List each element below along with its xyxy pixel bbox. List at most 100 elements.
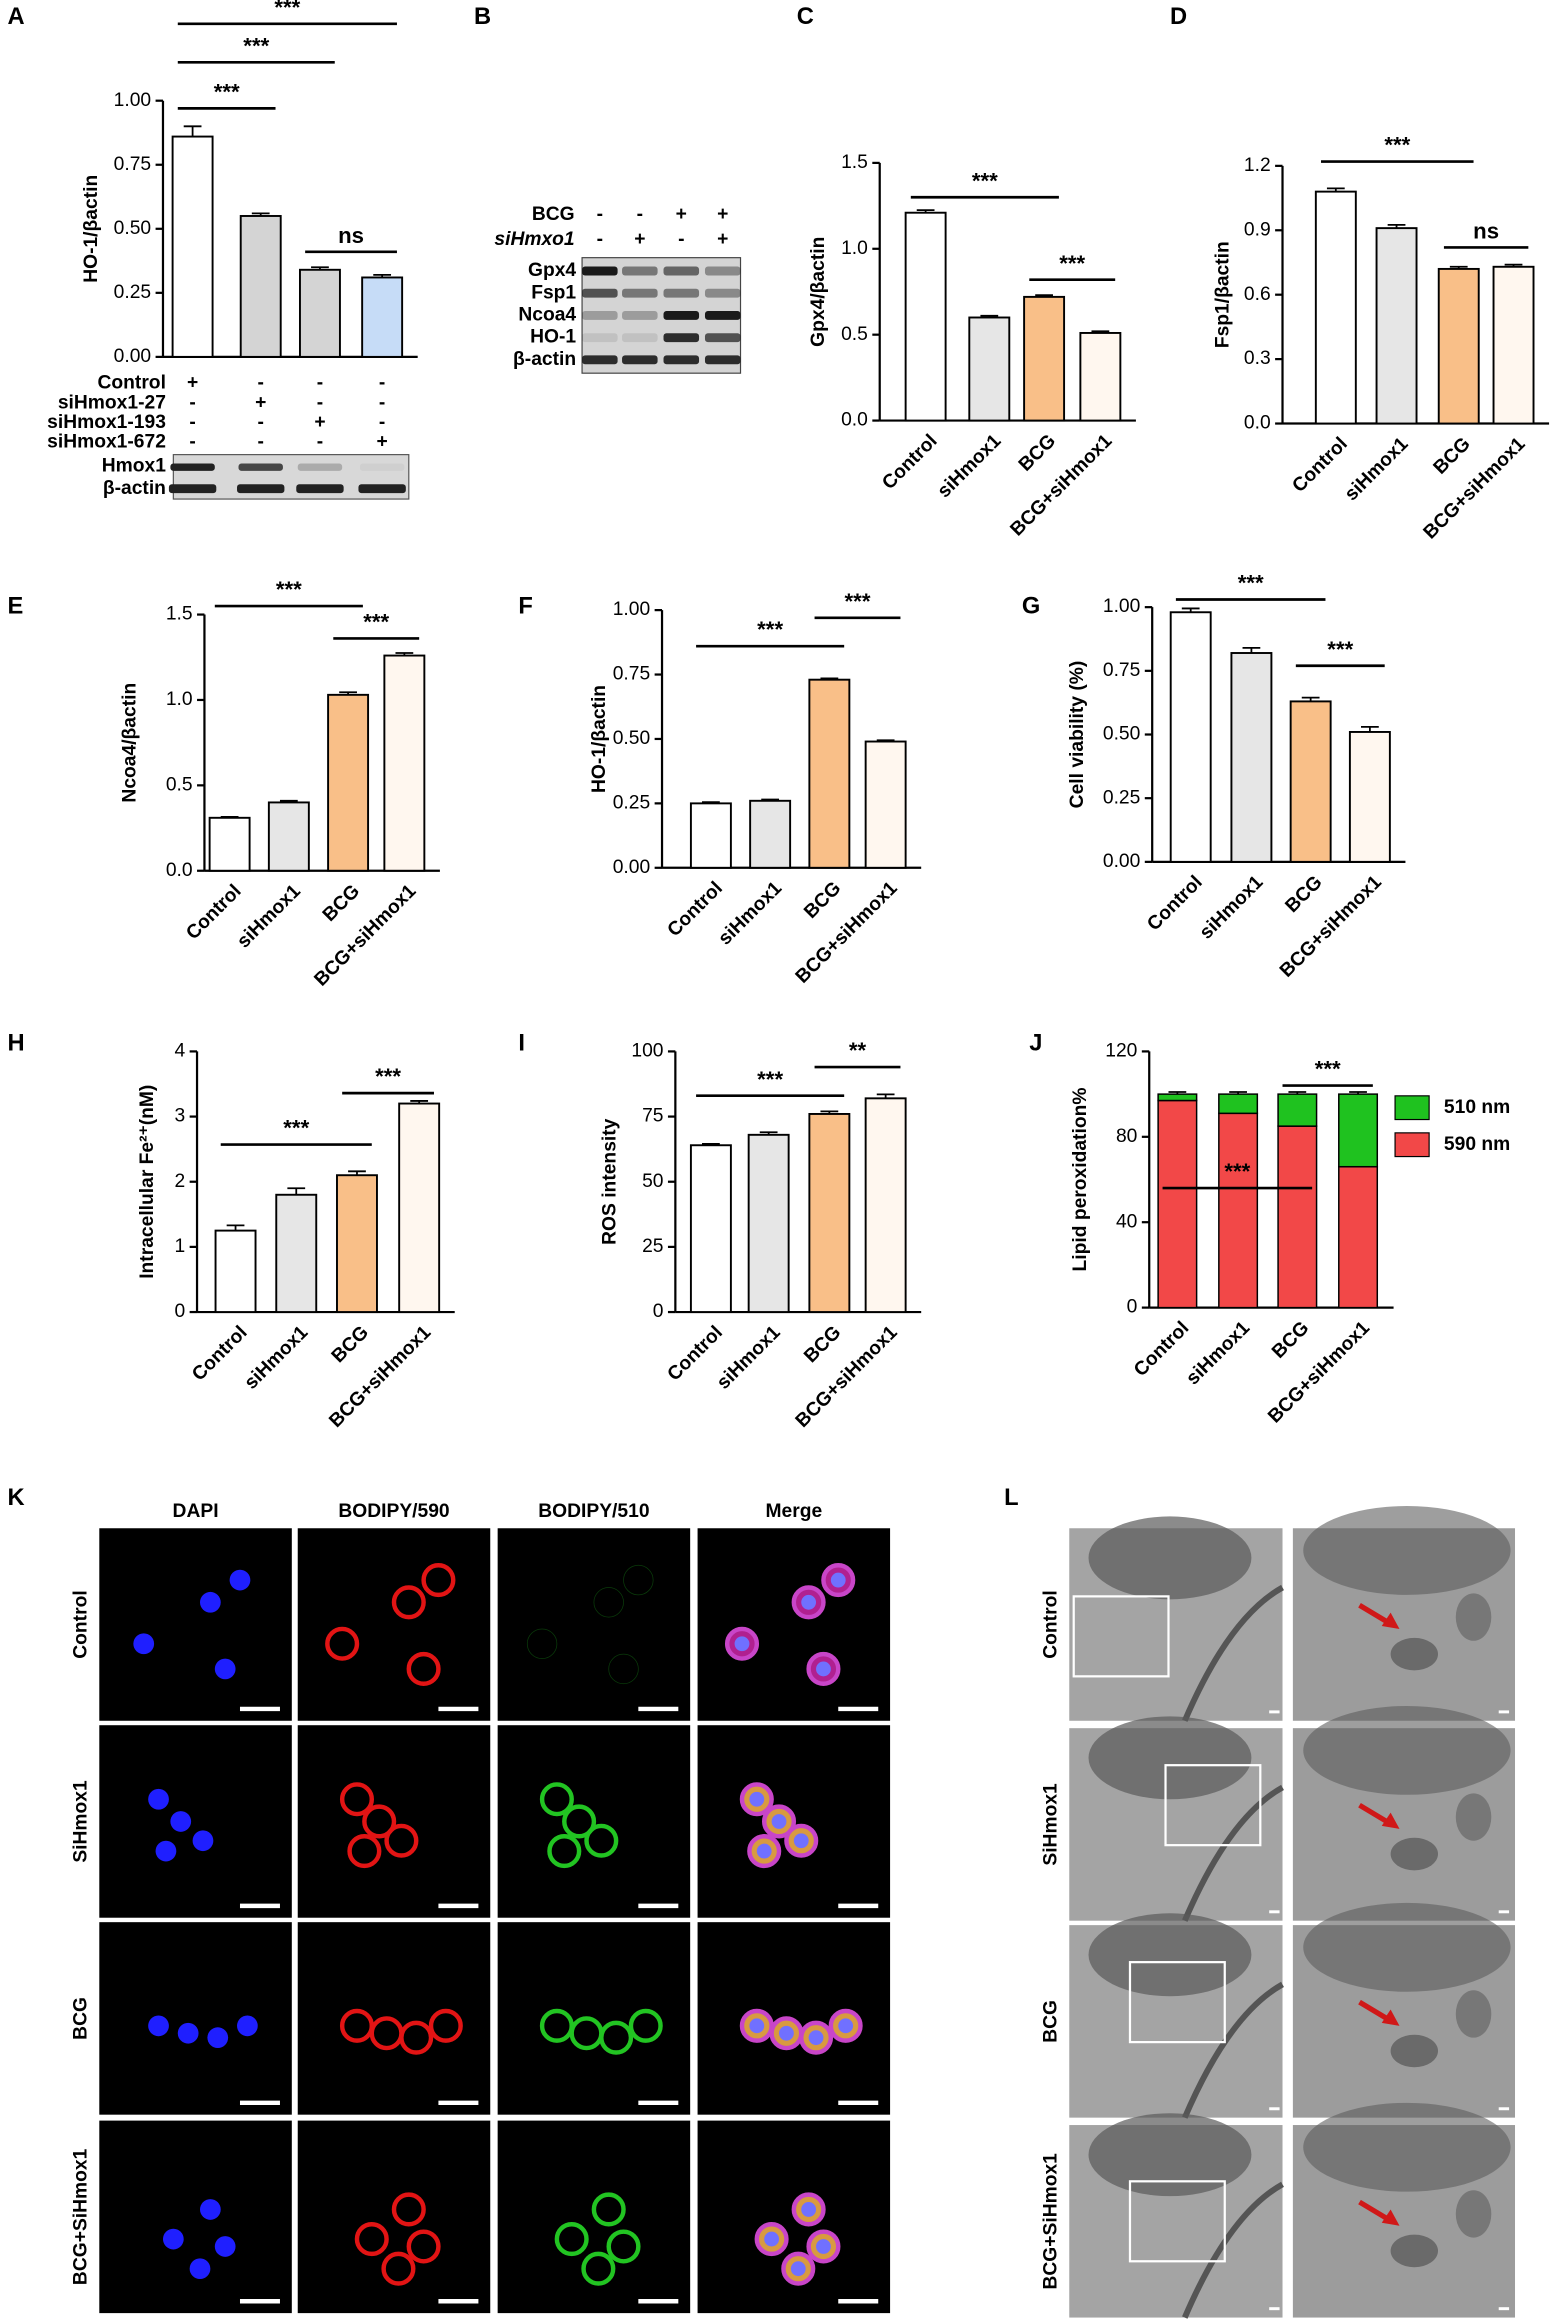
cell — [606, 2229, 641, 2264]
cell — [391, 2192, 426, 2227]
arrow — [1358, 1802, 1391, 1826]
panel-letter: G — [1022, 593, 1040, 619]
cell — [562, 1804, 597, 1839]
condition-sign: - — [597, 204, 603, 225]
x-tick-label: siHmox1 — [1183, 1317, 1255, 1389]
y-tick-label: 0.0 — [841, 410, 868, 431]
row-label: SiHmox1 — [1041, 1783, 1062, 1866]
x-tick-label: BCG+siHmox1 — [1420, 433, 1530, 543]
nucleus — [808, 2030, 824, 2046]
x-tick-label: Control — [878, 431, 941, 494]
y-tick-label: 0.3 — [1244, 348, 1271, 369]
bar — [689, 1144, 732, 1314]
y-tick-label: 0.75 — [613, 664, 650, 685]
x-tick-label: BCG — [800, 1322, 845, 1367]
column-header: BODIPY/510 — [538, 1501, 649, 1522]
significance-label: *** — [274, 0, 300, 20]
bar — [298, 268, 341, 358]
y-tick-label: 0.25 — [114, 282, 151, 303]
bar — [398, 1102, 441, 1314]
condition-sign: - — [317, 373, 323, 394]
panel-letter: E — [7, 593, 23, 619]
significance-label: *** — [1238, 571, 1264, 596]
row-label: Control — [71, 1590, 92, 1658]
y-tick-label: 1 — [174, 1236, 185, 1257]
significance-label: *** — [757, 617, 783, 642]
blot-band — [704, 288, 741, 298]
bar — [1023, 295, 1066, 422]
column-header: DAPI — [173, 1501, 219, 1522]
x-tick-label: siHmox1 — [241, 1322, 313, 1394]
cell — [584, 1823, 619, 1858]
cell — [325, 1626, 360, 1661]
bar-segment — [1277, 1125, 1318, 1309]
blot-band — [704, 333, 741, 343]
mitochondrion — [1455, 2190, 1492, 2238]
significance-label: *** — [243, 33, 269, 58]
mitochondrion — [1390, 2034, 1439, 2068]
panel-letter: F — [518, 593, 532, 619]
x-tick-label: siHmox1 — [233, 881, 305, 953]
condition-sign: - — [317, 432, 323, 453]
nucleus — [148, 2015, 169, 2037]
blot-band — [237, 484, 285, 494]
y-tick-label: 0.5 — [166, 774, 193, 795]
significance-label: *** — [845, 589, 871, 614]
y-tick-label: 4 — [174, 1040, 185, 1061]
condition-label: siHmox1-672 — [47, 432, 166, 453]
micrograph — [99, 1725, 292, 1918]
arrow-head — [1381, 1612, 1400, 1629]
bar-segment — [1218, 1093, 1259, 1115]
condition-sign: + — [634, 229, 645, 250]
nucleus — [192, 1830, 214, 1852]
nucleus — [756, 1843, 772, 1859]
nucleus — [1303, 2102, 1511, 2192]
bar-segment — [1157, 1093, 1198, 1102]
micrograph — [99, 1922, 292, 2115]
cell — [608, 1653, 639, 1685]
condition-sign: - — [317, 392, 323, 413]
blot-band — [358, 484, 406, 494]
significance-label: *** — [1059, 251, 1085, 276]
y-tick-label: 0.25 — [1103, 787, 1140, 808]
nucleus — [793, 1833, 809, 1849]
blot-band — [704, 266, 741, 276]
significance-label: *** — [757, 1067, 783, 1092]
micrograph — [297, 1528, 491, 1721]
x-tick-label: BCG — [1430, 434, 1475, 479]
micrograph — [99, 1528, 292, 1721]
bar — [361, 276, 404, 358]
condition-sign: - — [678, 229, 684, 250]
significance-label: ** — [849, 1038, 867, 1063]
y-tick-label: 2 — [174, 1171, 185, 1192]
y-tick-label: 1.0 — [166, 689, 193, 710]
condition-sign: + — [717, 204, 728, 225]
blot-band — [238, 463, 283, 471]
nucleus — [779, 2025, 794, 2041]
arrow-head — [1381, 2009, 1400, 2026]
panel-letter: B — [474, 4, 491, 30]
condition-sign: - — [379, 373, 385, 394]
nucleus — [749, 2018, 765, 2034]
column-header: BODIPY/590 — [338, 1501, 449, 1522]
condition-label: BCG — [532, 204, 575, 225]
y-tick-label: 0 — [174, 1301, 185, 1322]
cell — [384, 1823, 419, 1858]
legend-swatch — [1394, 1095, 1430, 1121]
cell — [623, 1564, 654, 1596]
nucleus — [816, 2239, 831, 2254]
blot-band — [663, 310, 700, 320]
mitochondrion — [1455, 1793, 1492, 1841]
nucleus — [189, 2258, 211, 2280]
y-tick-label: 0.9 — [1244, 219, 1271, 240]
y-tick-label: 40 — [1116, 1211, 1137, 1232]
blot-band — [663, 333, 700, 343]
nucleus — [1088, 1716, 1252, 1800]
blot-band — [582, 288, 618, 298]
blot-band — [359, 463, 405, 471]
nucleus — [1303, 1705, 1511, 1795]
x-tick-label: BCG+siHmox1 — [1276, 872, 1386, 982]
y-tick-label: 75 — [642, 1106, 663, 1127]
blot-label: HO-1 — [530, 327, 576, 348]
zoom-box — [1128, 1961, 1226, 2044]
